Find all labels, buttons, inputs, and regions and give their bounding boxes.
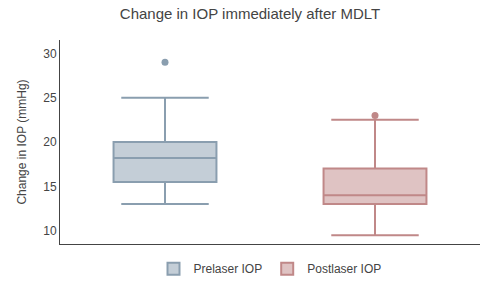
svg-text:25: 25 [43,91,57,105]
svg-text:Postlaser IOP: Postlaser IOP [307,262,381,276]
svg-text:30: 30 [43,47,57,61]
svg-text:20: 20 [43,135,57,149]
svg-text:15: 15 [43,180,57,194]
svg-text:Prelaser IOP: Prelaser IOP [194,262,263,276]
svg-text:10: 10 [43,224,57,238]
svg-text:Change in IOP immediately afte: Change in IOP immediately after MDLT [120,5,380,22]
svg-text:Change in IOP (mmHg): Change in IOP (mmHg) [15,79,29,204]
